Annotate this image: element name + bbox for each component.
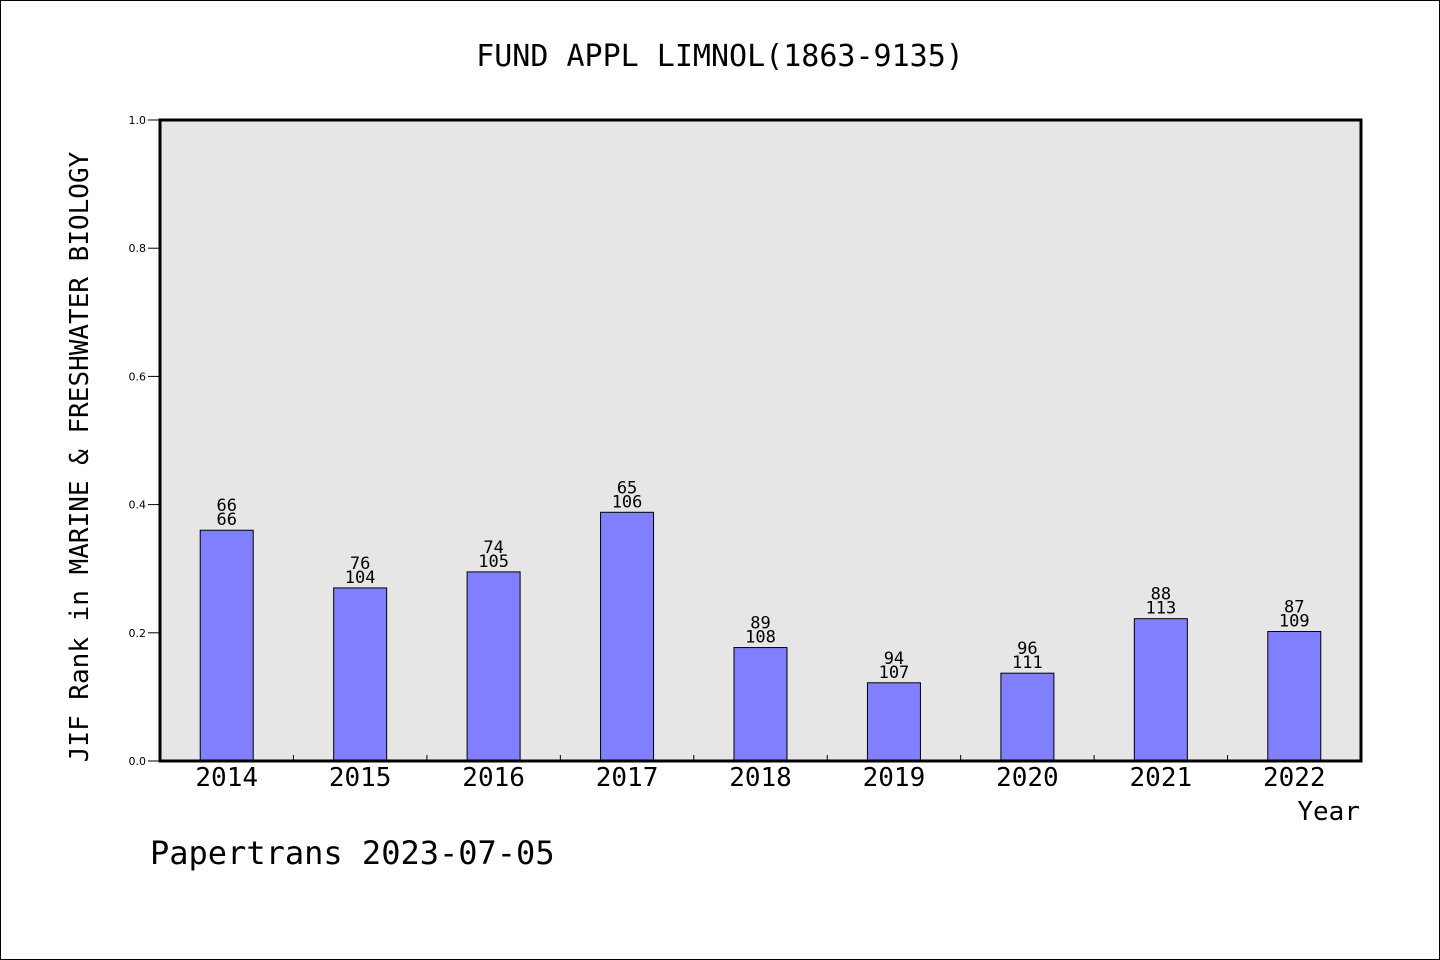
x-tick-label: 2020 [996, 763, 1059, 793]
bar [466, 571, 521, 762]
bar-total-label: 104 [345, 568, 376, 588]
x-tick-label: 2022 [1263, 763, 1326, 793]
bar-rank-label: 66 [216, 496, 236, 516]
y-tick-label: 0.2 [129, 627, 147, 640]
x-tick-label: 2021 [1130, 763, 1193, 793]
x-axis: 2014 2015 2016 2017 2018 2019 2020 2021 2022 [195, 755, 1326, 793]
y-tick-label: 0.4 [129, 499, 147, 512]
y-tick-label: 0.8 [129, 242, 147, 255]
bar-rank-label: 74 [483, 538, 503, 558]
plot-border [158, 118, 1363, 763]
bar-total-label: 106 [612, 492, 643, 512]
y-tick-label: 1.0 [129, 114, 147, 127]
x-tick-label: 2018 [729, 763, 792, 793]
bar-total-label: 105 [478, 552, 509, 572]
x-tick-label: 2015 [329, 763, 392, 793]
y-axis-label: JIF Rank in MARINE & FRESHWATER BIOLOGY [65, 151, 95, 762]
chart-title: FUND APPL LIMNOL(1863-9135) [476, 39, 964, 74]
bar-total-label: 108 [745, 628, 776, 648]
y-axis: 0.0 0.2 0.4 0.6 0.8 1.0 [129, 114, 160, 768]
bar [199, 529, 254, 762]
bar [600, 511, 655, 762]
bar-total-label: 107 [879, 663, 910, 683]
bar-total-label: 109 [1279, 612, 1310, 632]
x-tick-label: 2019 [863, 763, 926, 793]
bar-total-label: 111 [1012, 653, 1043, 673]
bar-rank-label: 89 [750, 614, 770, 634]
footer-stamp: Papertrans 2023-07-05 [150, 834, 555, 872]
bar [1267, 631, 1322, 762]
y-tick-label: 0.0 [129, 755, 147, 768]
bar-rank-label: 65 [617, 478, 637, 498]
bar [1133, 618, 1188, 762]
bar-total-label: 113 [1145, 599, 1176, 619]
bar-total-label: 66 [216, 510, 236, 530]
x-axis-label: Year [1297, 797, 1360, 827]
bar-rank-label: 76 [350, 554, 370, 574]
bar [733, 647, 788, 762]
bar-rank-label: 88 [1151, 585, 1171, 605]
bar-rank-label: 96 [1017, 639, 1037, 659]
bar-rank-label: 87 [1284, 598, 1304, 618]
bar [333, 587, 388, 762]
x-tick-label: 2017 [596, 763, 659, 793]
x-tick-label: 2016 [462, 763, 525, 793]
bar-rank-label: 94 [884, 649, 904, 669]
bar [866, 682, 921, 762]
bar [1000, 672, 1055, 762]
y-tick-label: 0.6 [129, 370, 147, 383]
x-tick-label: 2014 [195, 763, 258, 793]
